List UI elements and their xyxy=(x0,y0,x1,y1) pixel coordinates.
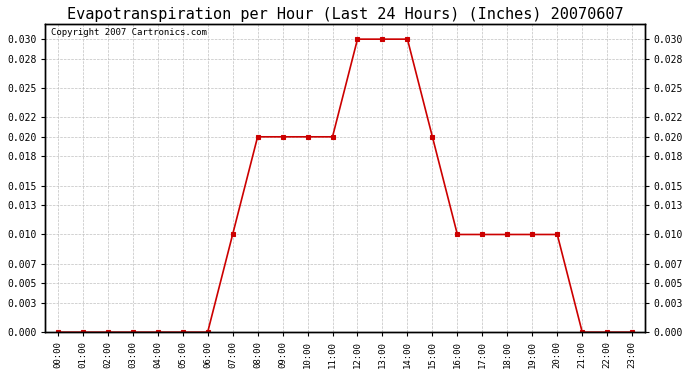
Title: Evapotranspiration per Hour (Last 24 Hours) (Inches) 20070607: Evapotranspiration per Hour (Last 24 Hou… xyxy=(67,7,623,22)
Text: Copyright 2007 Cartronics.com: Copyright 2007 Cartronics.com xyxy=(51,28,207,37)
